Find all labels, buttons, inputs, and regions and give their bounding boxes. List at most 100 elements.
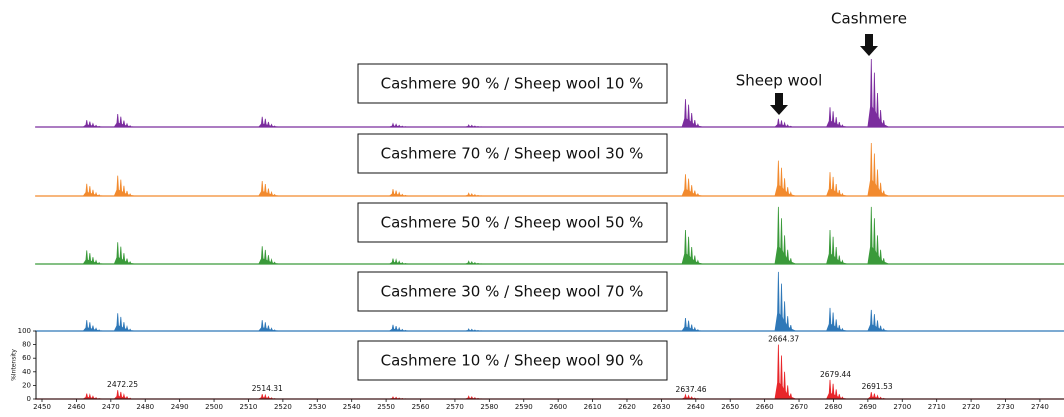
x-tick-label: 2720 bbox=[962, 403, 980, 411]
x-tick-label: 2590 bbox=[515, 403, 533, 411]
peak bbox=[774, 160, 796, 197]
x-tick-label: 2480 bbox=[136, 403, 154, 411]
peak bbox=[681, 318, 703, 332]
peak bbox=[113, 175, 135, 197]
peak bbox=[867, 58, 889, 128]
peak bbox=[113, 114, 135, 128]
peak bbox=[681, 229, 703, 265]
y-tick-label: 0 bbox=[27, 395, 31, 403]
x-tick-label: 2610 bbox=[584, 403, 602, 411]
peak bbox=[681, 174, 703, 197]
x-tick-label: 2710 bbox=[928, 403, 946, 411]
x-tick-label: 2500 bbox=[205, 403, 223, 411]
legend-label: Cashmere 10 % / Sheep wool 90 % bbox=[381, 352, 644, 370]
peak bbox=[258, 246, 280, 265]
arrow bbox=[860, 34, 878, 56]
x-tick-label: 2690 bbox=[859, 403, 877, 411]
peak-label: 2514.31 bbox=[252, 384, 283, 393]
peak bbox=[388, 258, 411, 265]
peak bbox=[866, 392, 889, 400]
y-tick-label: 40 bbox=[22, 368, 31, 376]
x-tick-label: 2730 bbox=[997, 403, 1015, 411]
peak bbox=[113, 242, 135, 265]
x-tick-label: 2540 bbox=[343, 403, 361, 411]
legend-label: Cashmere 90 % / Sheep wool 10 % bbox=[381, 75, 644, 93]
legend-box bbox=[357, 63, 668, 104]
peak bbox=[82, 120, 104, 128]
x-tick-label: 2670 bbox=[790, 403, 808, 411]
x-tick-label: 2450 bbox=[33, 403, 51, 411]
peak bbox=[258, 393, 280, 400]
x-tick-label: 2550 bbox=[377, 403, 395, 411]
peak bbox=[867, 206, 889, 265]
x-tick-label: 2470 bbox=[102, 403, 120, 411]
peak-label: 2679.44 bbox=[820, 370, 851, 379]
y-tick-label: 60 bbox=[22, 354, 31, 362]
x-tick-label: 2580 bbox=[480, 403, 498, 411]
annotation: Cashmere bbox=[831, 10, 907, 28]
peak bbox=[82, 250, 104, 265]
annotation: Sheep wool bbox=[736, 72, 823, 90]
legend-label: Cashmere 30 % / Sheep wool 70 % bbox=[381, 283, 644, 301]
legend-box bbox=[357, 133, 668, 174]
peak bbox=[465, 192, 486, 197]
x-tick-label: 2560 bbox=[412, 403, 430, 411]
x-tick-label: 2640 bbox=[687, 403, 705, 411]
y-axis-label: %Intensity bbox=[11, 349, 18, 381]
peak bbox=[82, 320, 104, 332]
x-tick-label: 2460 bbox=[67, 403, 85, 411]
x-tick-label: 2660 bbox=[756, 403, 774, 411]
y-tick-label: 80 bbox=[22, 341, 31, 349]
x-tick-label: 2680 bbox=[825, 403, 843, 411]
peak bbox=[113, 390, 135, 400]
legend-box bbox=[357, 202, 668, 243]
peak bbox=[465, 260, 486, 265]
x-tick-label: 2600 bbox=[549, 403, 567, 411]
x-tick-label: 2740 bbox=[1031, 403, 1049, 411]
peak bbox=[826, 229, 848, 265]
peak-label: 2691.53 bbox=[862, 382, 893, 391]
x-tick-label: 2570 bbox=[446, 403, 464, 411]
peak bbox=[681, 393, 703, 400]
peak bbox=[388, 189, 411, 197]
x-tick-label: 2650 bbox=[721, 403, 739, 411]
peak bbox=[81, 393, 104, 400]
legend-box bbox=[357, 340, 668, 381]
peak bbox=[867, 142, 889, 197]
peak bbox=[258, 181, 280, 197]
peak bbox=[113, 313, 135, 332]
peak bbox=[773, 118, 796, 128]
peak bbox=[389, 122, 411, 128]
peak bbox=[825, 307, 848, 332]
peak bbox=[257, 320, 280, 332]
peak bbox=[825, 107, 848, 128]
x-tick-label: 2490 bbox=[171, 403, 189, 411]
peak bbox=[867, 309, 889, 332]
legend-box bbox=[357, 271, 668, 312]
x-tick-label: 2510 bbox=[240, 403, 258, 411]
x-tick-label: 2520 bbox=[274, 403, 292, 411]
peak-label: 2637.46 bbox=[676, 385, 707, 394]
x-tick-label: 2630 bbox=[652, 403, 670, 411]
x-tick-label: 2620 bbox=[618, 403, 636, 411]
peak bbox=[388, 324, 411, 332]
peak bbox=[825, 172, 848, 197]
legend-label: Cashmere 70 % / Sheep wool 30 % bbox=[381, 145, 644, 163]
peak bbox=[465, 328, 486, 332]
peak bbox=[257, 116, 280, 128]
peak-label: 2472.25 bbox=[107, 380, 138, 389]
peak-label: 2664.37 bbox=[768, 335, 799, 344]
x-tick-label: 2530 bbox=[308, 403, 326, 411]
peak bbox=[681, 99, 703, 128]
legend-label: Cashmere 50 % / Sheep wool 50 % bbox=[381, 214, 644, 232]
peak bbox=[825, 379, 848, 400]
y-tick-label: 100 bbox=[18, 327, 31, 335]
peak bbox=[465, 124, 486, 128]
y-tick-label: 20 bbox=[22, 381, 31, 389]
peak bbox=[774, 271, 796, 332]
arrow bbox=[770, 93, 788, 115]
x-tick-label: 2700 bbox=[893, 403, 911, 411]
peak bbox=[774, 344, 796, 400]
peak bbox=[774, 206, 796, 265]
